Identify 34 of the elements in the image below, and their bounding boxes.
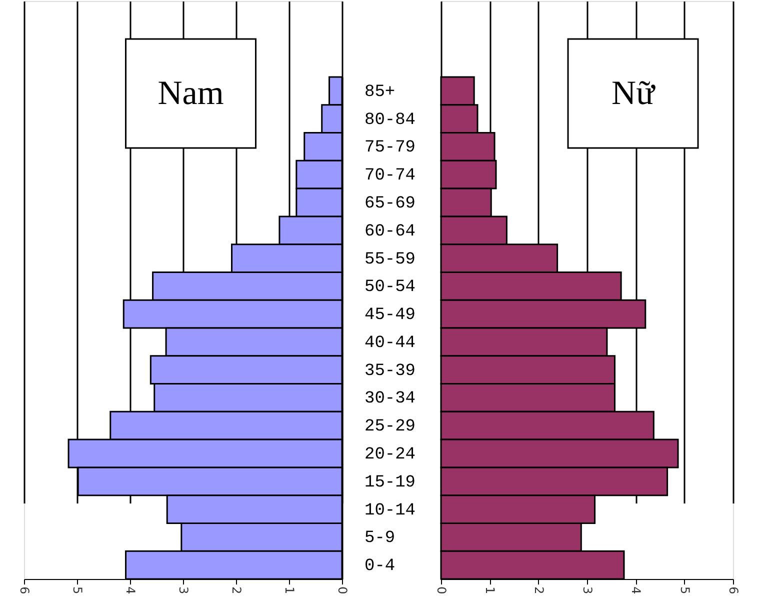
y-tick-label: 80-84 (364, 110, 416, 130)
y-tick-label: 40-44 (364, 334, 416, 353)
x-tick-label: 6 (726, 586, 740, 594)
y-tick-label: 70-74 (364, 166, 416, 186)
y-tick-label: 60-64 (364, 222, 416, 242)
y-tick-label: 75-79 (364, 138, 416, 158)
y-tick-label: 10-14 (364, 501, 416, 520)
x-tick-label: 3 (176, 586, 190, 594)
x-tick-label: 2 (532, 586, 546, 594)
y-tick-label: 0-4 (364, 557, 396, 576)
y-tick-label: 65-69 (364, 194, 416, 214)
x-tick-label: 6 (18, 586, 32, 594)
chart-title: Nam (158, 75, 224, 112)
y-tick-label: 30-34 (364, 390, 416, 409)
x-tick-label: 1 (483, 586, 498, 594)
x-tick-label: 5 (678, 586, 692, 594)
y-tick-label: 20-24 (364, 446, 416, 464)
x-tick-label: 5 (70, 586, 84, 594)
y-tick-label: 35-39 (364, 362, 416, 381)
x-tick-label: 0 (434, 586, 448, 594)
x-tick-label: 2 (230, 586, 244, 594)
chart-title: Nữ (612, 75, 656, 112)
x-tick-label: 0 (336, 586, 350, 594)
x-tick-label: 3 (580, 586, 594, 594)
y-tick-label: 85+ (364, 82, 396, 102)
y-tick-label: 25-29 (364, 418, 416, 437)
y-tick-label: 50-54 (364, 278, 416, 298)
y-tick-label: 5-9 (364, 529, 396, 548)
x-tick-label: 4 (629, 586, 644, 594)
x-tick-label: 1 (282, 586, 296, 594)
y-tick-label: 55-59 (364, 250, 416, 270)
x-tick-label: 4 (124, 586, 138, 594)
y-tick-label: 15-19 (364, 473, 416, 492)
y-tick-label: 45-49 (364, 306, 416, 326)
